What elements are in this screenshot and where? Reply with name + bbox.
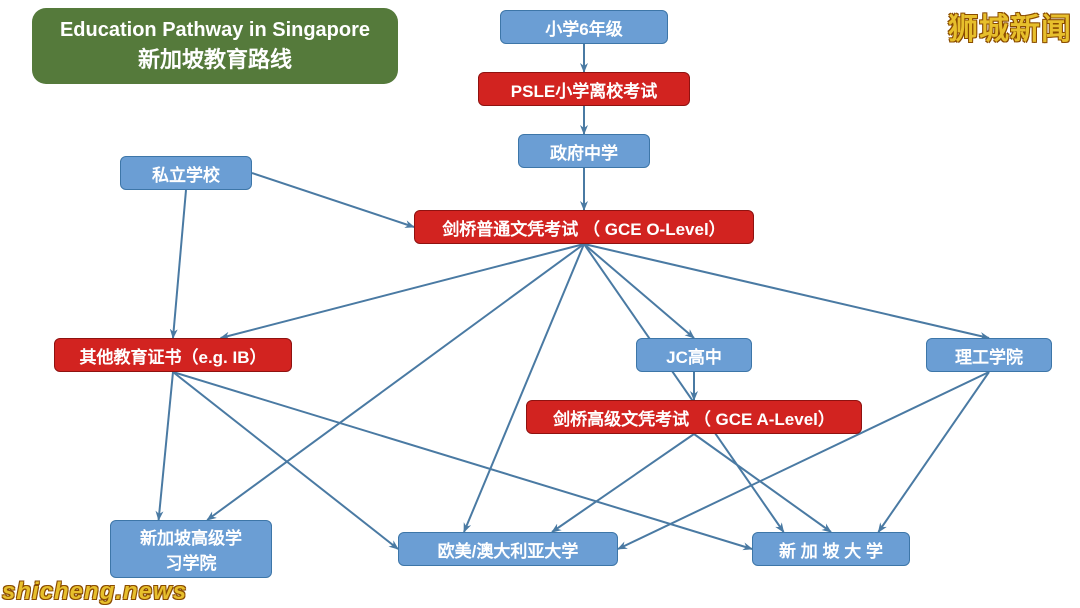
edge-olevel-ib — [221, 244, 584, 338]
node-sguni: 新 加 坡 大 学 — [752, 532, 910, 566]
edge-olevel-asi — [207, 244, 584, 520]
node-secondary: 政府中学 — [518, 134, 650, 168]
node-ib: 其他教育证书（e.g. IB） — [54, 338, 292, 372]
title-line2: 新加坡教育路线 — [138, 42, 292, 74]
node-alevel: 剑桥高级文凭考试 （ GCE A-Level） — [526, 400, 862, 434]
edge-olevel-overseas — [464, 244, 584, 532]
node-poly: 理工学院 — [926, 338, 1052, 372]
node-primary: 小学6年级 — [500, 10, 668, 44]
watermark-bottom-left: shicheng.news — [2, 578, 187, 606]
node-psle: PSLE小学离校考试 — [478, 72, 690, 106]
title-box: Education Pathway in Singapore 新加坡教育路线 — [32, 8, 398, 84]
edge-alevel-overseas — [552, 434, 694, 532]
node-private: 私立学校 — [120, 156, 252, 190]
edge-ib-asi — [159, 372, 173, 520]
node-asi: 新加坡高级学 习学院 — [110, 520, 272, 578]
edge-private-olevel — [252, 173, 414, 227]
edge-olevel-jc — [584, 244, 694, 338]
edge-poly-overseas — [618, 372, 989, 549]
edge-private-ib — [173, 190, 186, 338]
node-overseas: 欧美/澳大利亚大学 — [398, 532, 618, 566]
title-line1: Education Pathway in Singapore — [60, 19, 370, 42]
watermark-top-right: 狮城新闻 — [948, 4, 1072, 48]
edge-alevel-sguni — [694, 434, 831, 532]
edge-poly-sguni — [878, 372, 989, 532]
node-olevel: 剑桥普通文凭考试 （ GCE O-Level） — [414, 210, 754, 244]
edge-olevel-sguni — [584, 244, 784, 532]
node-jc: JC高中 — [636, 338, 752, 372]
edge-olevel-poly — [584, 244, 989, 338]
